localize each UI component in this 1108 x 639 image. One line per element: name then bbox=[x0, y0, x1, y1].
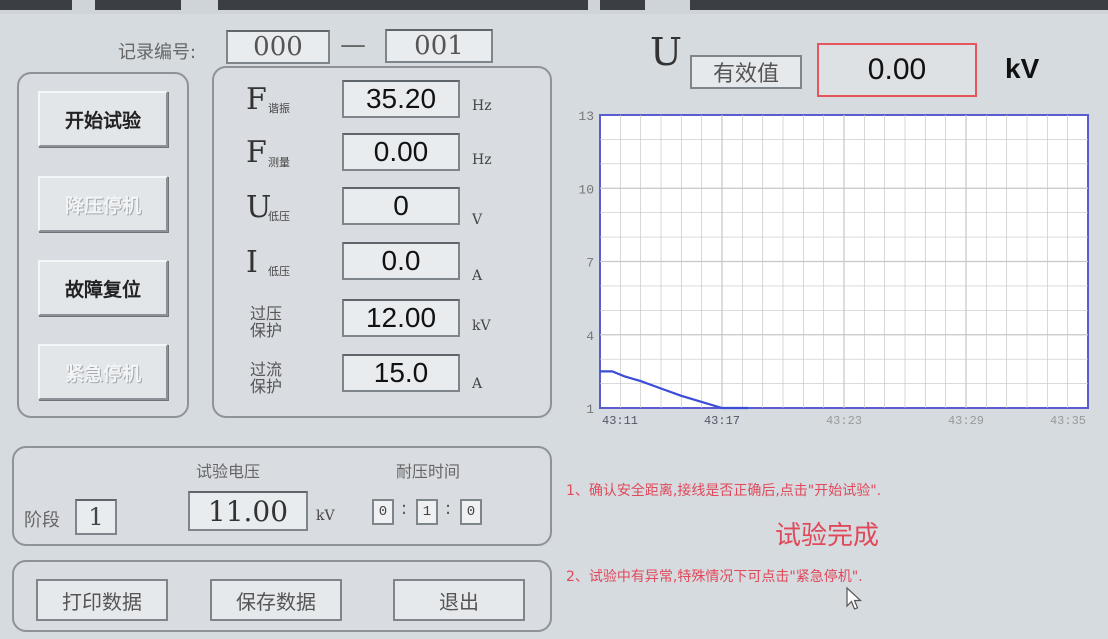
i-low-unit: A bbox=[472, 268, 483, 284]
test-voltage-label: 试验电压 bbox=[196, 462, 261, 481]
chart-x-tick-label: 43:11 bbox=[602, 414, 638, 428]
overcurrent-label-line1: 过流 bbox=[249, 360, 282, 379]
chart-x-tick-label: 43:35 bbox=[1050, 414, 1086, 428]
i-low-label: I bbox=[246, 245, 258, 280]
f-measure-label: F bbox=[246, 135, 267, 170]
effective-value-mode-button[interactable]: 有效值 bbox=[690, 55, 802, 89]
overcurrent-value[interactable]: 15.0 bbox=[342, 354, 460, 392]
title-bar-segment bbox=[690, 0, 1108, 10]
time-minutes-field[interactable]: 1 bbox=[416, 499, 438, 525]
save-data-button[interactable]: 保存数据 bbox=[210, 579, 342, 621]
f-resonance-unit: Hz bbox=[472, 98, 492, 114]
stage-value[interactable]: 1 bbox=[75, 499, 117, 535]
time-seconds-field[interactable]: 0 bbox=[460, 499, 482, 525]
u-low-sub: 低压 bbox=[268, 210, 290, 223]
overvoltage-label-line2: 保护 bbox=[249, 321, 282, 340]
chart-y-tick-label: 13 bbox=[578, 110, 594, 124]
overvoltage-label: 过压 保护 bbox=[246, 305, 286, 339]
overvoltage-value[interactable]: 12.00 bbox=[342, 299, 460, 337]
exit-button[interactable]: 退出 bbox=[393, 579, 525, 621]
chart-grid bbox=[600, 115, 1088, 408]
voltage-curve bbox=[600, 370, 749, 410]
chart-y-tick-label: 4 bbox=[586, 329, 594, 344]
chart-y-tick-label: 7 bbox=[586, 256, 594, 271]
record-from-field[interactable]: 000 bbox=[226, 30, 330, 64]
f-measure-unit: Hz bbox=[472, 152, 492, 168]
f-measure-sub: 测量 bbox=[268, 156, 290, 169]
overvoltage-label-line1: 过压 bbox=[249, 304, 282, 323]
chart-y-ticks: 13 10 7 4 1 bbox=[578, 110, 594, 417]
test-voltage-value[interactable]: 11.00 bbox=[188, 491, 308, 531]
voltage-unit: kV bbox=[1005, 53, 1040, 84]
test-voltage-unit: kV bbox=[316, 508, 335, 524]
fault-reset-button[interactable]: 故障复位 bbox=[38, 260, 168, 316]
overcurrent-label-line2: 保护 bbox=[249, 377, 282, 396]
time-colon: : bbox=[401, 498, 408, 519]
f-resonance-label: F bbox=[246, 82, 267, 117]
f-measure-value: 0.00 bbox=[342, 133, 460, 171]
chart-y-tick-label: 1 bbox=[586, 402, 594, 417]
overcurrent-label: 过流 保护 bbox=[246, 361, 286, 395]
chart-x-tick-label: 43:17 bbox=[704, 414, 740, 428]
lower-voltage-stop-button[interactable]: 降压停机 bbox=[38, 176, 168, 232]
withstand-time-label: 耐压时间 bbox=[396, 462, 461, 481]
chart-x-tick-label: 43:29 bbox=[948, 414, 984, 428]
u-low-value: 0 bbox=[342, 187, 460, 225]
u-low-label: U bbox=[246, 190, 272, 225]
chart-x-ticks: 43:11 43:17 43:23 43:29 43:35 bbox=[602, 414, 1086, 428]
title-bar bbox=[0, 0, 1108, 14]
instruction-line-1: 1、确认安全距离,接线是否正确后,点击"开始试验". bbox=[566, 483, 882, 499]
time-colon: : bbox=[445, 498, 452, 519]
chart-x-tick-label: 43:23 bbox=[826, 414, 862, 428]
u-low-unit: V bbox=[472, 212, 483, 228]
i-low-value: 0.0 bbox=[342, 242, 460, 280]
voltage-chart: 13 10 7 4 1 43:11 43:17 43:23 43:29 43:35 bbox=[578, 110, 1089, 428]
chart-y-tick-label: 10 bbox=[578, 182, 594, 197]
record-dash: — bbox=[340, 30, 366, 60]
record-number-label: 记录编号: bbox=[118, 42, 197, 63]
title-bar-segment bbox=[95, 0, 181, 10]
mouse-cursor-icon bbox=[846, 586, 863, 610]
title-bar-segment bbox=[600, 0, 645, 10]
record-to-field[interactable]: 001 bbox=[385, 29, 493, 63]
start-test-button[interactable]: 开始试验 bbox=[38, 91, 168, 147]
test-status-text: 试验完成 bbox=[775, 521, 880, 551]
title-bar-segment bbox=[0, 0, 72, 10]
title-bar-segment bbox=[218, 0, 588, 10]
instruction-line-2: 2、试验中有异常,特殊情况下可点击"紧急停机". bbox=[566, 569, 863, 585]
voltage-readout: 0.00 bbox=[817, 43, 977, 97]
stage-label: 阶段 bbox=[24, 510, 60, 531]
i-low-sub: 低压 bbox=[268, 265, 290, 278]
emergency-stop-button[interactable]: 紧急停机 bbox=[38, 344, 168, 400]
time-hours-field[interactable]: 0 bbox=[372, 499, 394, 525]
overvoltage-unit: kV bbox=[472, 318, 491, 334]
overcurrent-unit: A bbox=[472, 376, 483, 392]
print-data-button[interactable]: 打印数据 bbox=[36, 579, 168, 621]
voltage-symbol: U bbox=[650, 30, 683, 74]
f-resonance-value: 35.20 bbox=[342, 80, 460, 118]
f-resonance-sub: 谐振 bbox=[268, 102, 290, 115]
